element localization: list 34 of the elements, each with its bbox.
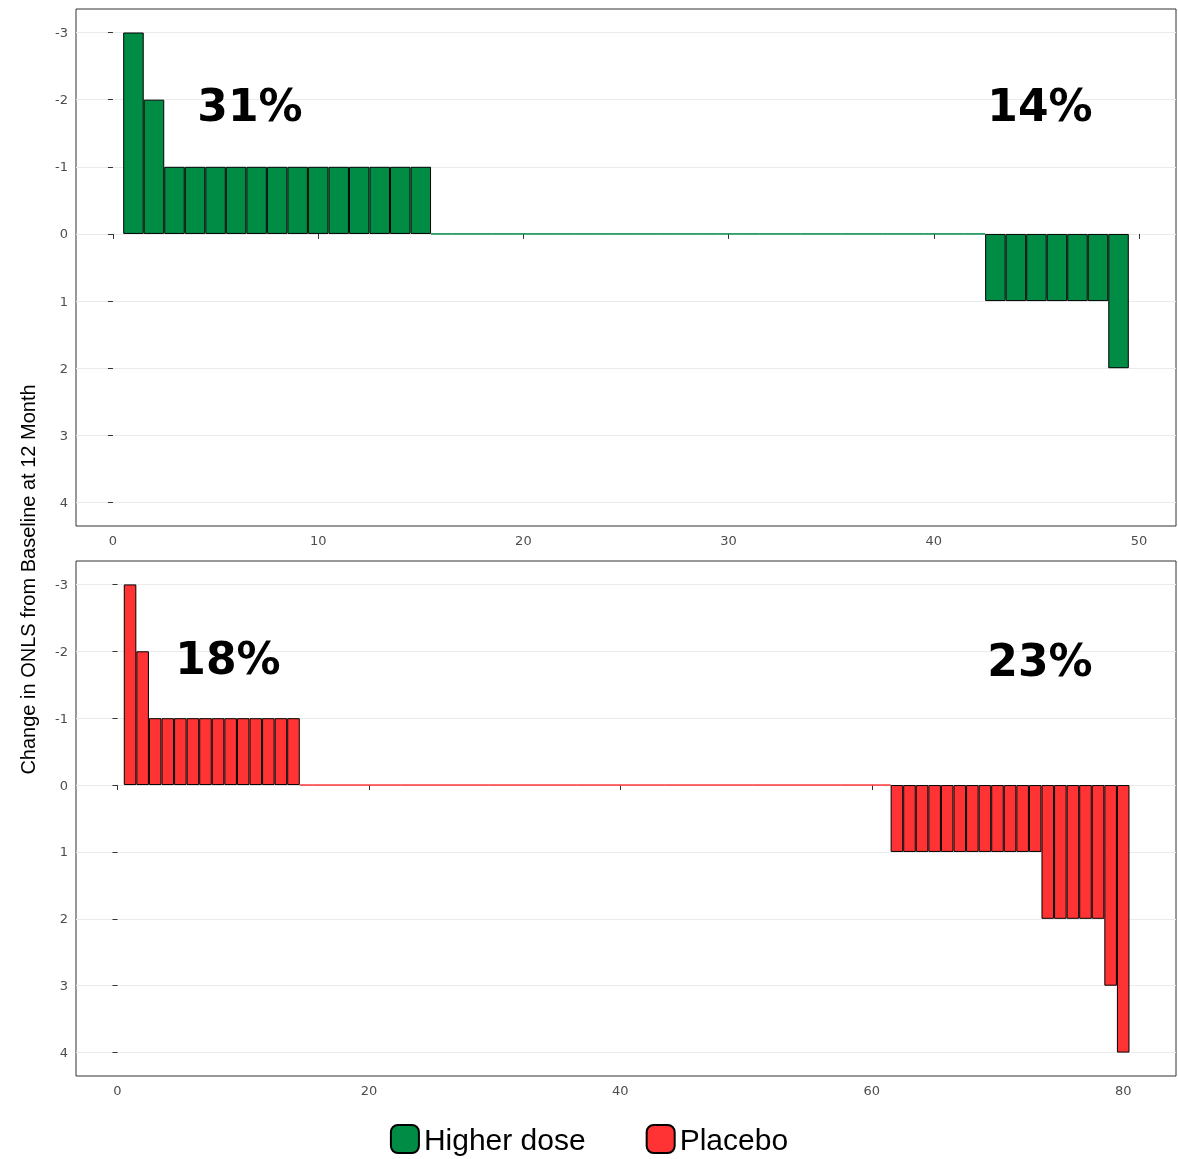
y-tick-label: 2 [59, 360, 68, 376]
y-tick-label: 1 [59, 844, 68, 860]
y-tick-label: 2 [59, 911, 68, 927]
y-tick-label: 0 [59, 777, 68, 793]
x-tick-label: 0 [108, 533, 118, 548]
x-tick-label: 10 [309, 533, 327, 548]
y-tick-label: -1 [55, 159, 68, 175]
y-tick-label: -3 [55, 576, 68, 592]
x-tick-label: 60 [863, 1083, 881, 1098]
y-tick-label: 1 [59, 293, 68, 309]
annotation: 23% [987, 634, 1093, 686]
x-tick-label: 20 [360, 1083, 378, 1098]
x-tick-label: 50 [1130, 533, 1148, 548]
y-tick-label: -3 [55, 25, 68, 40]
x-tick-label: 80 [1114, 1083, 1132, 1098]
y-tick-label: 0 [59, 226, 68, 242]
y-tick-label: 3 [59, 427, 68, 443]
x-tick-label: 20 [515, 533, 532, 548]
y-tick-label: -2 [55, 92, 68, 108]
x-tick-label: 0 [113, 1083, 122, 1098]
annotation: 18% [175, 632, 281, 684]
annotation: 14% [987, 79, 1093, 131]
y-tick-label: -2 [55, 643, 68, 659]
x-tick-label: 40 [925, 533, 943, 548]
x-tick-label: 40 [612, 1083, 629, 1098]
legend-label: Higher dose [423, 1122, 586, 1156]
annotation: 31% [197, 79, 303, 131]
legend-label: Placebo [679, 1122, 789, 1156]
y-tick-label: 3 [59, 978, 68, 994]
y-tick-label: 4 [59, 1045, 68, 1061]
x-tick-label: 30 [720, 533, 737, 548]
y-tick-label: 4 [59, 495, 68, 510]
y-axis-title: Change in ONLS from Baseline at 12 Month [17, 384, 39, 775]
y-tick-label: -1 [55, 710, 68, 726]
